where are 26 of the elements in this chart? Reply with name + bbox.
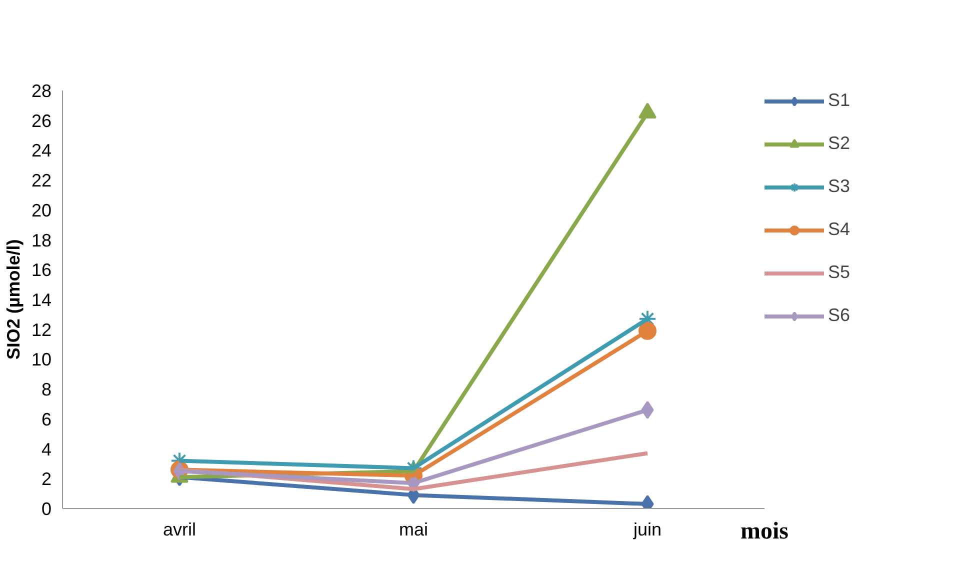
y-tick-label: 6 <box>41 409 52 430</box>
x-tick-label: mai <box>399 520 428 540</box>
y-tick-label: 20 <box>31 200 52 220</box>
y-tick-label: 14 <box>31 290 52 310</box>
y-tick-label: 22 <box>31 170 52 191</box>
y-tick-label: 12 <box>31 320 52 340</box>
y-tick-label: 4 <box>41 439 52 460</box>
legend-label: S4 <box>828 219 850 240</box>
legend-label: S3 <box>828 176 850 197</box>
x-axis-title: mois <box>740 518 788 544</box>
y-tick-label: 8 <box>41 380 52 400</box>
y-tick-label: 0 <box>41 499 52 519</box>
x-tick-label: avril <box>163 520 196 540</box>
y-tick-label: 28 <box>31 81 52 101</box>
y-tick-label: 10 <box>31 350 52 370</box>
y-tick-label: 26 <box>31 110 52 131</box>
y-tick-label: 18 <box>31 230 52 250</box>
legend-label: S1 <box>828 90 850 111</box>
y-tick-label: 16 <box>31 260 52 280</box>
legend-label: S6 <box>828 305 850 326</box>
x-tick-label: juin <box>632 520 662 540</box>
legend-label: S2 <box>828 133 850 154</box>
y-tick-label: 24 <box>31 140 52 161</box>
y-tick-label: 2 <box>41 469 52 490</box>
legend-label: S5 <box>828 262 850 283</box>
y-axis-title: SIO2 (µmole/l) <box>3 239 24 360</box>
